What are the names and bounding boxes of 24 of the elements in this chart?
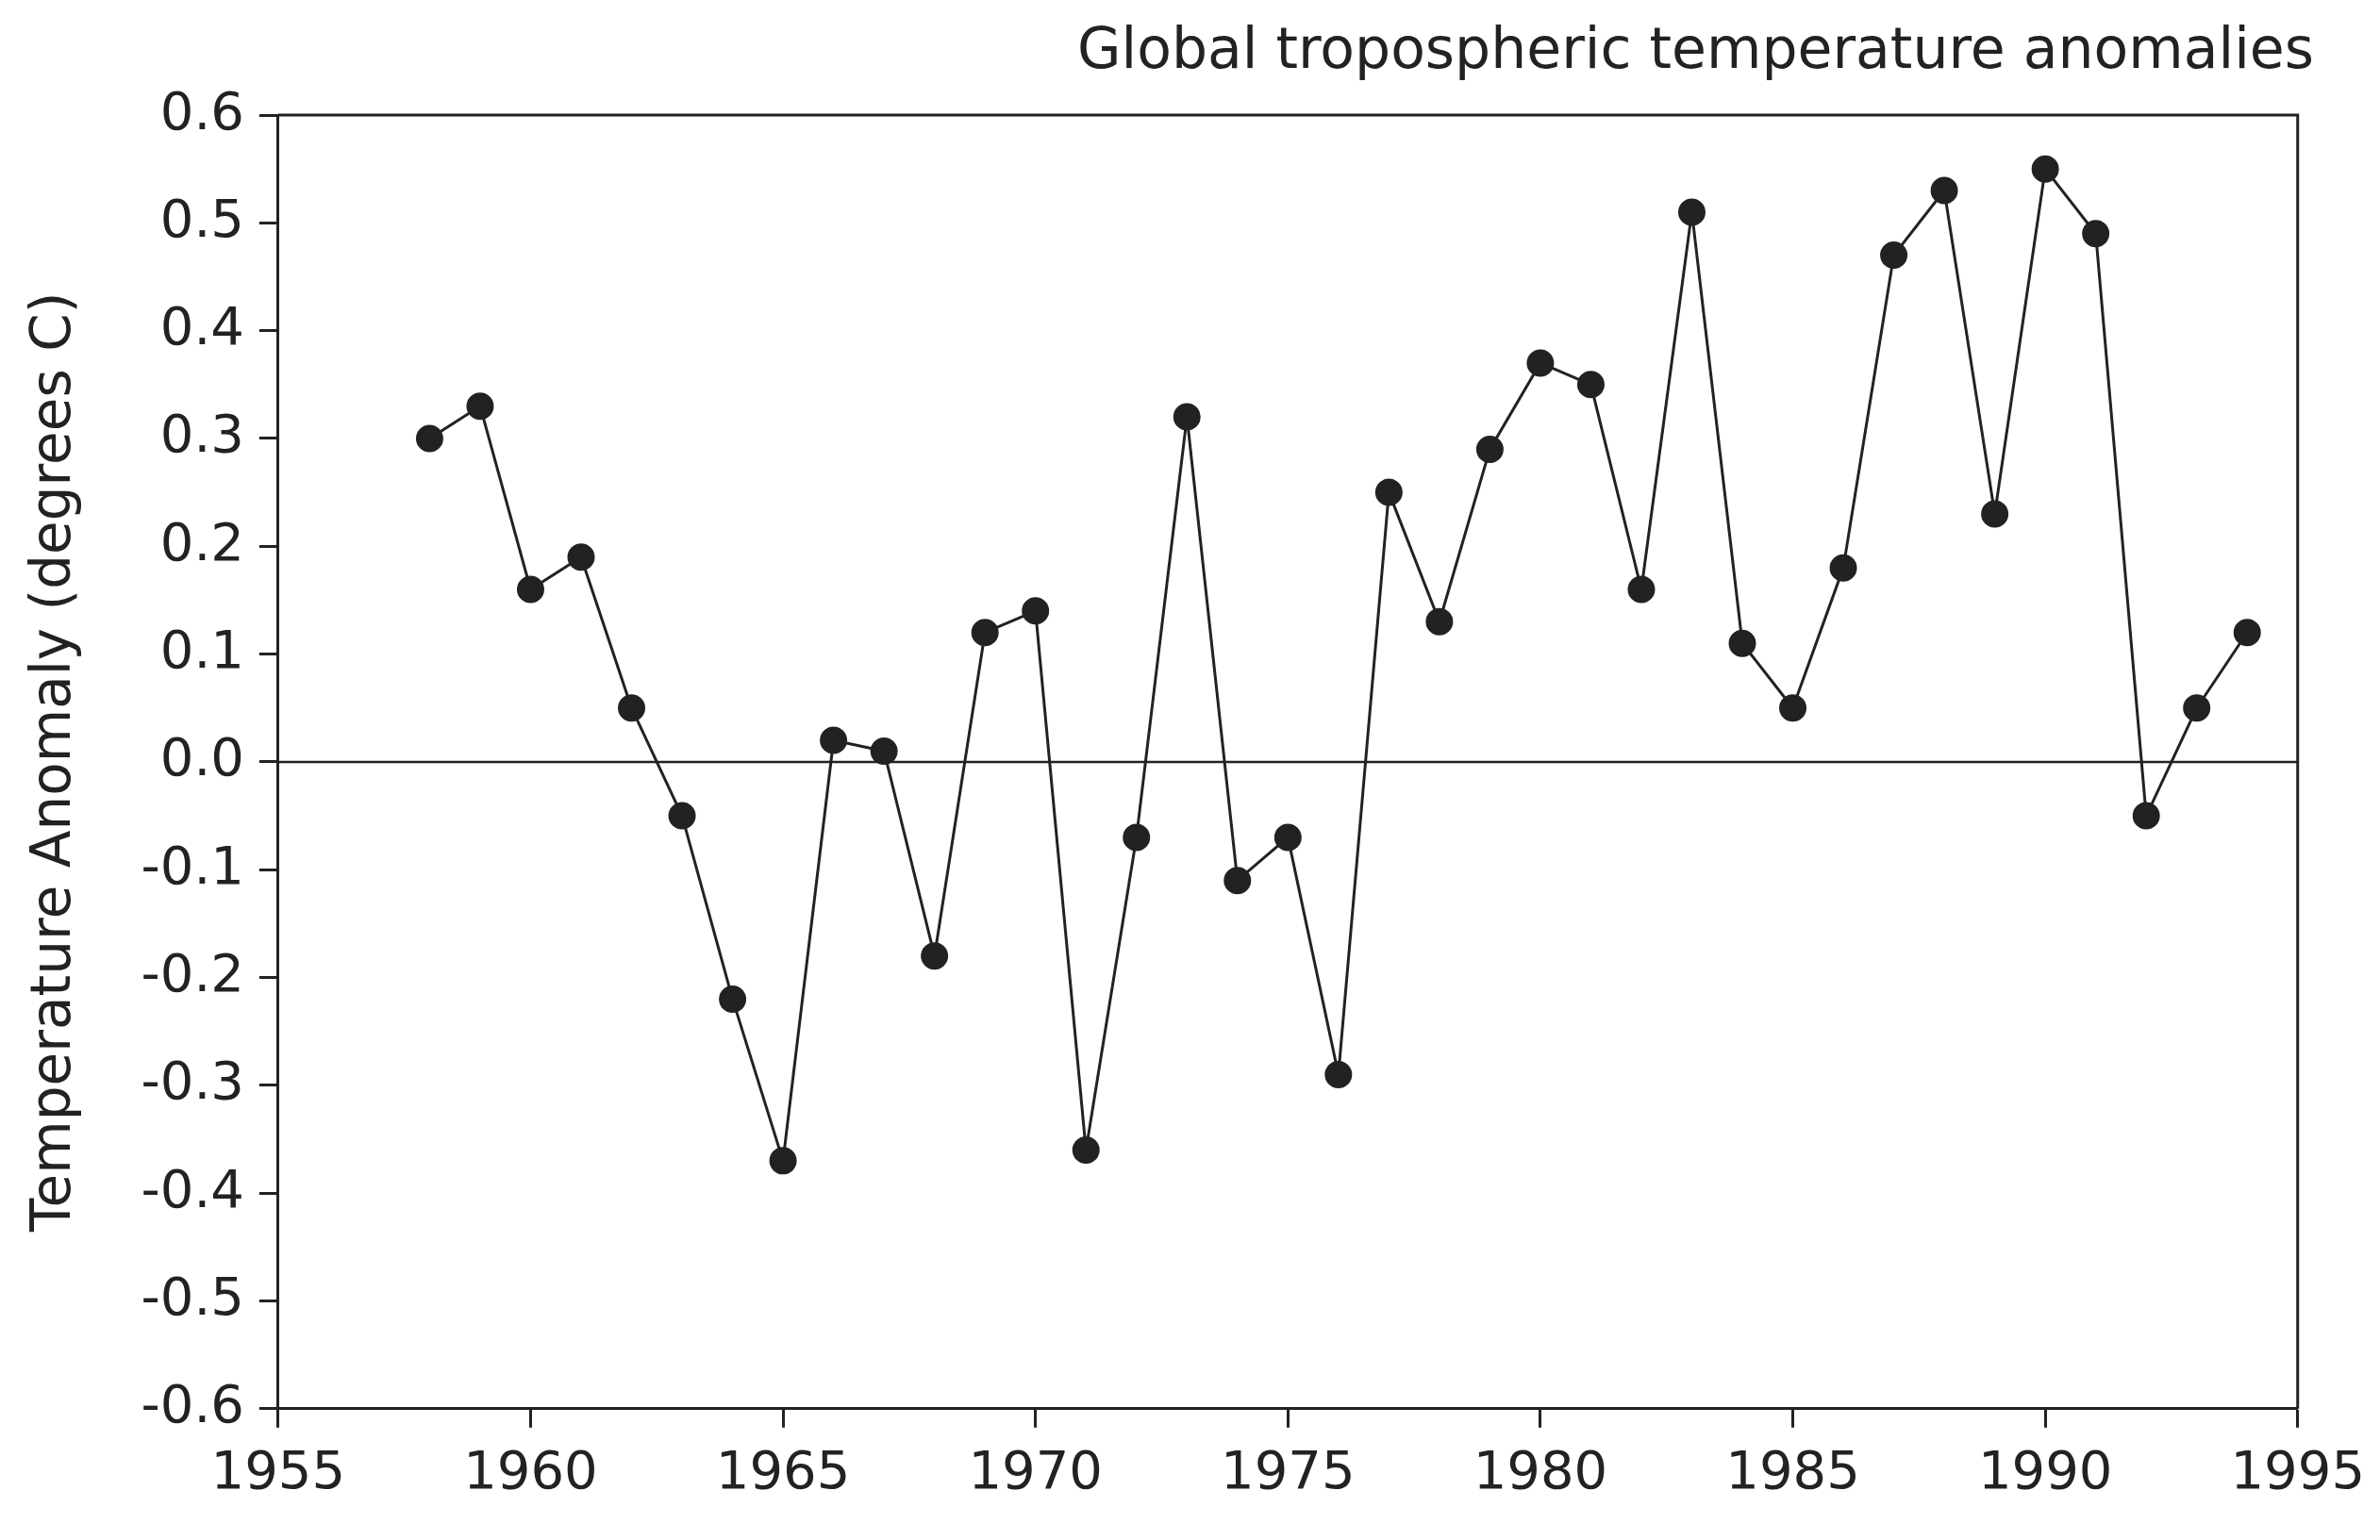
y-tick-label: -0.2 [141, 942, 244, 1004]
x-tick-label: 1960 [463, 1438, 598, 1500]
x-tick-label: 1975 [1221, 1438, 1356, 1500]
x-tick-label: 1980 [1473, 1438, 1608, 1500]
y-tick-label: -0.6 [141, 1373, 244, 1435]
chart-title: Global tropospheric temperature anomalies [1077, 14, 2314, 81]
y-tick-label: 0.3 [159, 403, 244, 465]
y-tick-label: 0.6 [159, 79, 244, 141]
y-tick-label: -0.3 [141, 1050, 244, 1112]
x-tick-label: 1990 [1977, 1438, 2113, 1500]
y-axis-title: Temperature Anomaly (degrees C) [18, 291, 83, 1234]
x-tick-label: 1955 [210, 1438, 346, 1500]
x-tick-label: 1965 [715, 1438, 851, 1500]
y-tick-label: -0.1 [141, 834, 244, 896]
y-tick-label: 0.5 [159, 187, 244, 249]
x-tick-label: 1985 [1725, 1438, 1860, 1500]
y-tick-label: 0.0 [159, 726, 244, 788]
y-tick-label: 0.4 [159, 295, 244, 357]
y-tick-label: 0.1 [159, 619, 244, 681]
x-tick-label: 1995 [2230, 1438, 2365, 1500]
y-tick-label: 0.2 [159, 510, 244, 572]
y-tick-label: -0.4 [141, 1157, 244, 1219]
x-tick-label: 1970 [968, 1438, 1103, 1500]
y-tick-label: -0.5 [141, 1266, 244, 1328]
